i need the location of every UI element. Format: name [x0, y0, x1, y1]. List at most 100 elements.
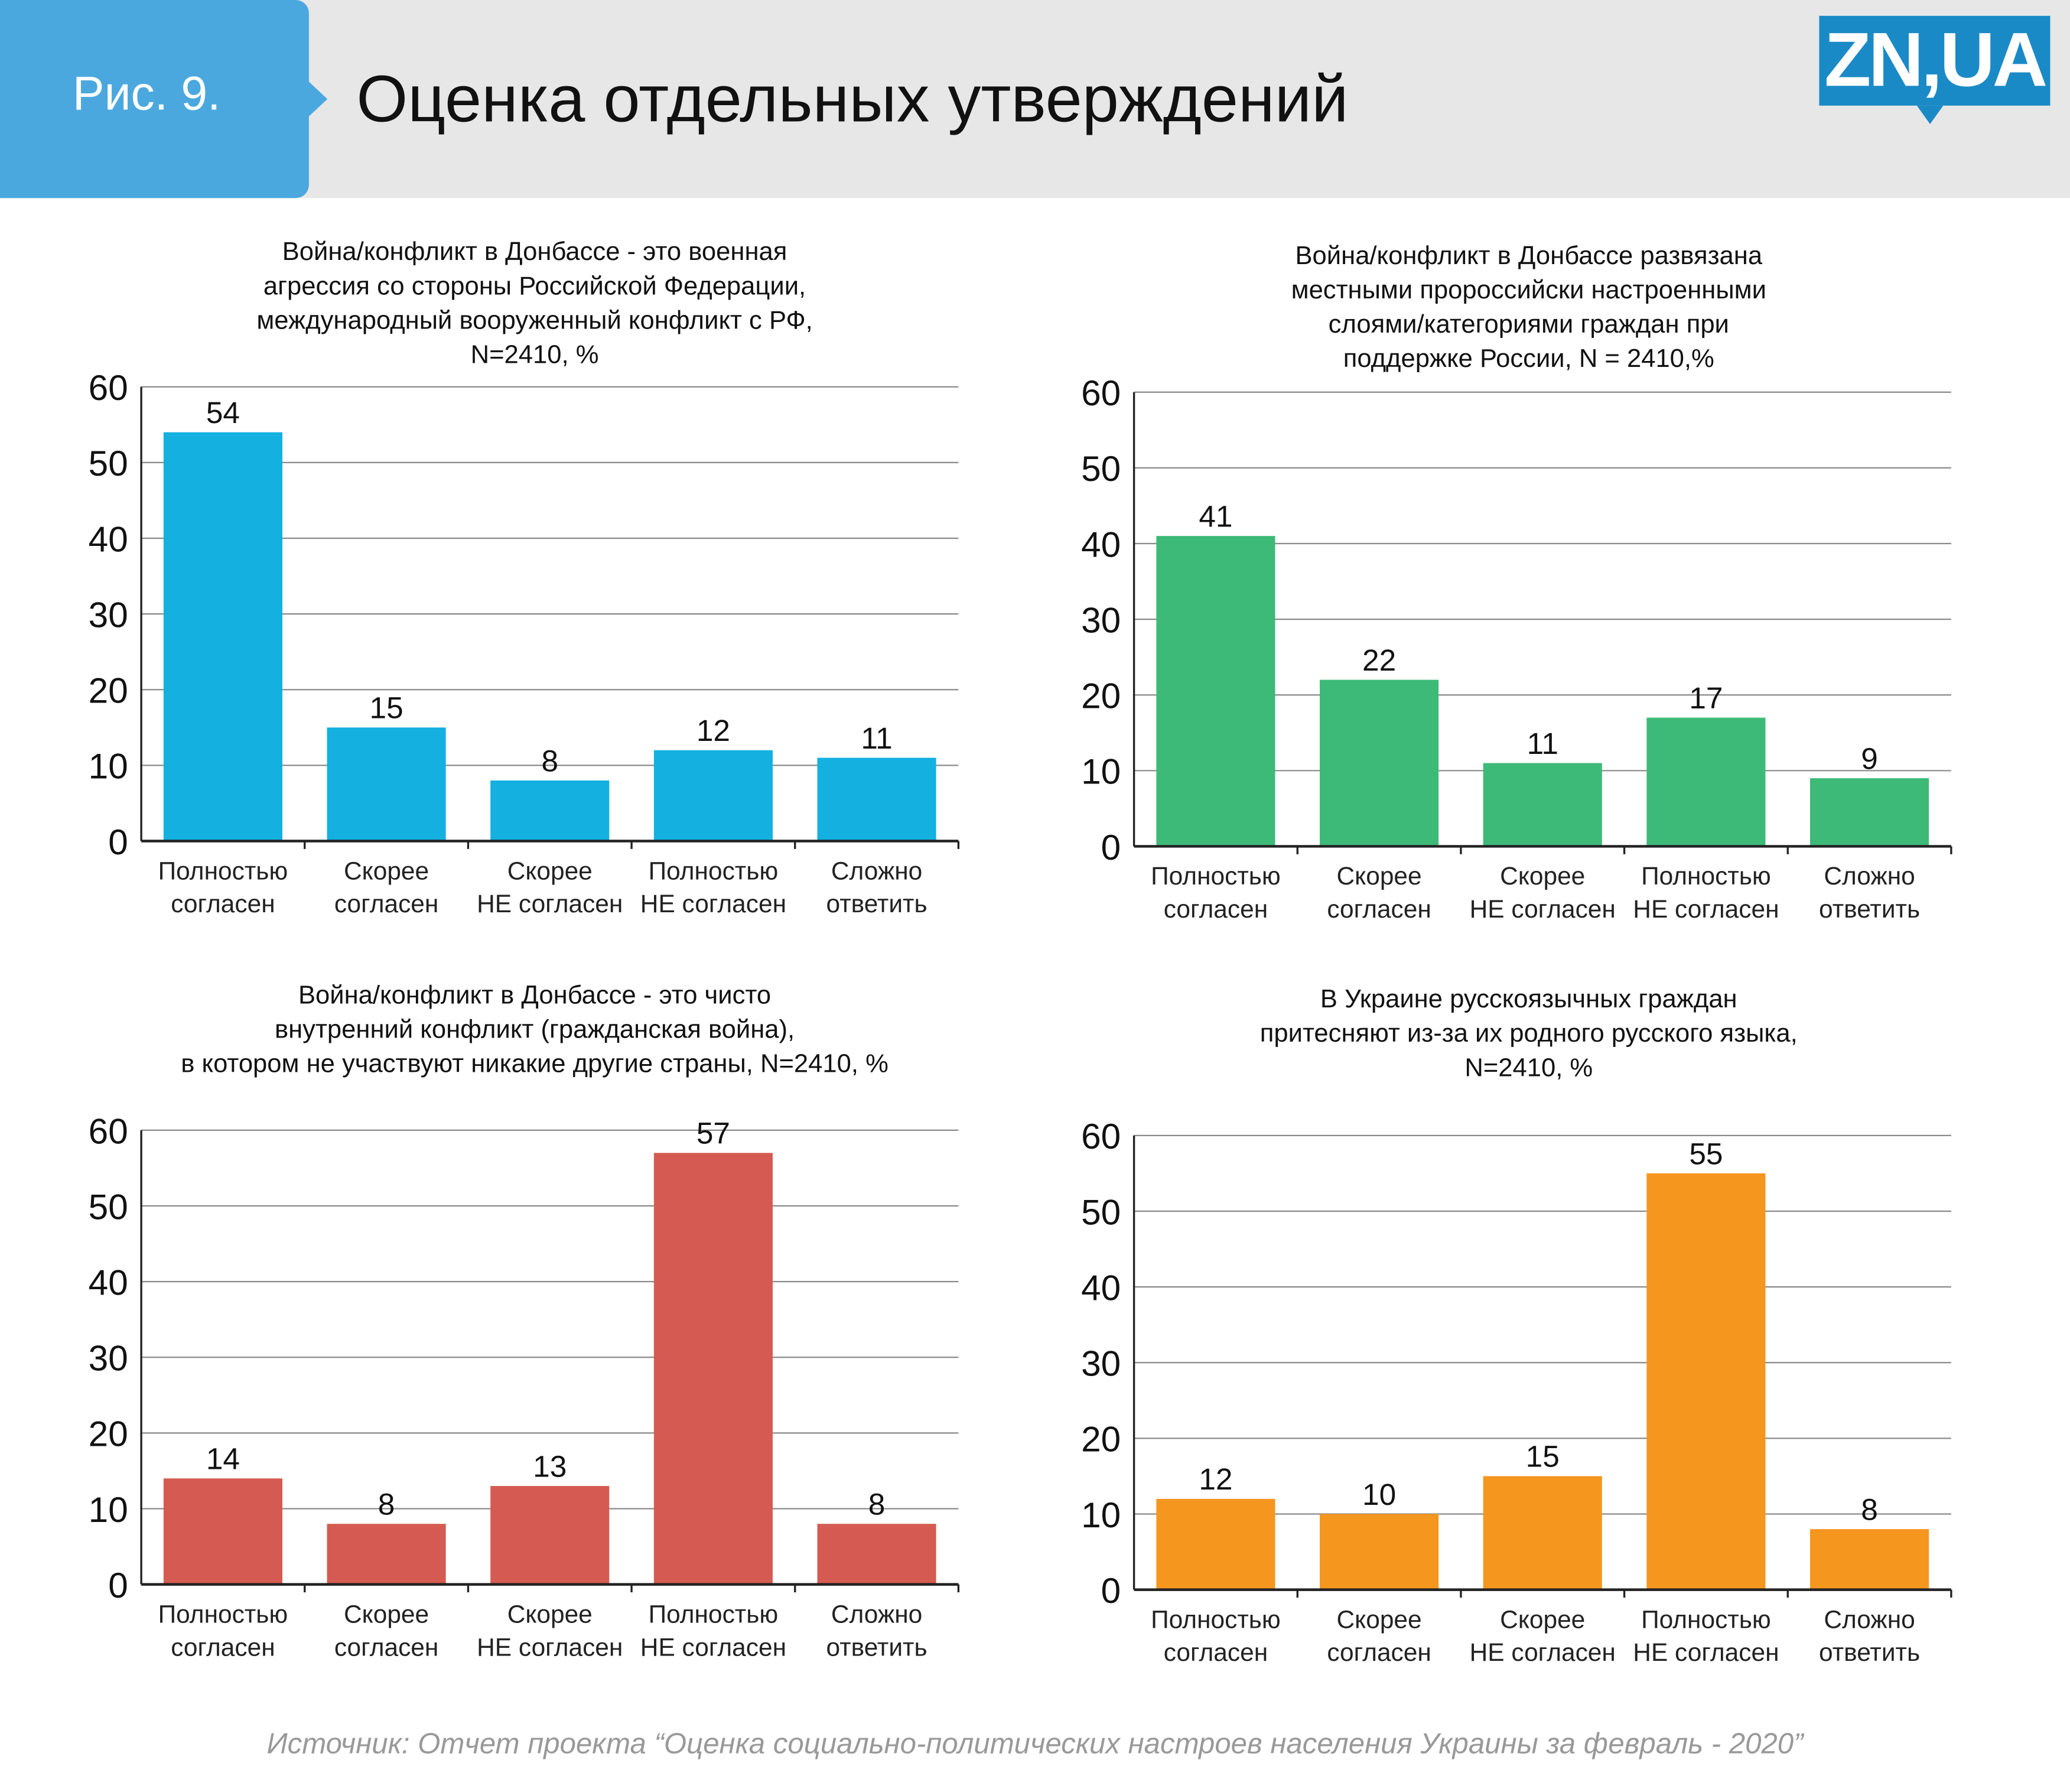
data-label: 41	[1199, 499, 1232, 533]
y-tick-label: 20	[1081, 1419, 1121, 1459]
x-tick-label: Скорее	[344, 1600, 429, 1628]
x-tick-label: Сложно	[831, 857, 922, 884]
x-tick-label: НЕ согласен	[640, 1633, 786, 1661]
data-label: 14	[206, 1442, 240, 1476]
y-tick-label: 10	[89, 1489, 128, 1530]
x-tick-label: ответить	[1819, 895, 1920, 923]
bar	[817, 1524, 936, 1585]
bar	[1320, 1514, 1439, 1590]
y-tick-label: 50	[89, 1186, 128, 1227]
chart-title-line: Война/конфликт в Донбассе - это чисто	[298, 981, 772, 1010]
y-tick-label: 10	[89, 746, 128, 786]
data-label: 13	[533, 1449, 567, 1483]
y-tick-label: 10	[1081, 1495, 1121, 1535]
x-tick-label: согласен	[334, 890, 438, 918]
chart-title-line: Война/конфликт в Донбассе развязана	[1295, 241, 1763, 271]
x-tick-label: Полностью	[158, 1600, 288, 1628]
x-tick-label: НЕ согласен	[1470, 1638, 1616, 1666]
chart-title-line: международный вооруженный конфликт с РФ,	[256, 306, 813, 336]
y-tick-label: 50	[1081, 1192, 1121, 1232]
chart-1-military-aggression: 0 10 20 30 40 50 60 54 Полностью согласен 15 Скорее…	[66, 367, 977, 931]
bar	[327, 727, 446, 841]
bar	[1156, 1498, 1275, 1590]
x-tick-label: Полностью	[1641, 1605, 1771, 1633]
y-tick-label: 30	[1081, 1344, 1121, 1384]
x-tick-label: НЕ согласен	[1633, 895, 1779, 923]
x-tick-label: Полностью	[1641, 862, 1771, 890]
y-tick-label: 10	[1081, 752, 1121, 792]
chart-4-language-oppression: 0 10 20 30 40 50 60 12 Полностью согласен 10 Скорее…	[1059, 1116, 1970, 1680]
y-tick-label: 60	[89, 370, 128, 408]
bar	[163, 432, 283, 841]
x-tick-label: ответить	[826, 890, 927, 918]
x-tick-label: Сложно	[831, 1600, 922, 1628]
bar	[1483, 763, 1602, 847]
y-tick-label: 0	[1101, 827, 1121, 867]
x-tick-label: Сложно	[1824, 862, 1915, 890]
x-tick-label: Скорее	[507, 1600, 593, 1628]
data-label: 8	[378, 1487, 395, 1521]
y-tick-label: 20	[1081, 676, 1121, 716]
y-tick-label: 40	[89, 519, 128, 559]
x-tick-label: ответить	[826, 1633, 927, 1661]
data-label: 8	[1861, 1492, 1878, 1526]
x-tick-label: Скорее	[1337, 862, 1422, 890]
x-tick-label: согласен	[171, 890, 275, 918]
chart-title-line: Война/конфликт в Донбассе - это военная	[282, 238, 787, 267]
y-tick-label: 0	[108, 1565, 128, 1605]
bar	[1646, 717, 1766, 847]
bar	[653, 750, 773, 841]
data-label: 17	[1689, 681, 1723, 715]
chart-title-line: притесняют из-за их родного русского язы…	[1259, 1019, 1798, 1049]
x-tick-label: согласен	[1327, 895, 1431, 923]
bar	[163, 1478, 283, 1585]
y-tick-label: 20	[89, 671, 128, 711]
y-tick-label: 0	[108, 822, 128, 862]
x-tick-label: Полностью	[1151, 862, 1281, 890]
x-tick-label: Скорее	[1500, 1605, 1585, 1633]
header-bar	[0, 0, 2070, 199]
figure-label: Рис. 9.	[72, 66, 221, 121]
x-tick-label: Сложно	[1824, 1605, 1915, 1633]
bar	[1809, 1529, 1929, 1590]
y-tick-label: 60	[1081, 1118, 1121, 1156]
chart-title-line: N=2410, %	[1464, 1053, 1593, 1083]
chart-svg: 0 10 20 30 40 50 60 12 Полностью согласен 10 Скорее…	[1081, 1116, 1952, 1666]
logo-speech-tail	[1916, 105, 1944, 125]
chart-title-line: В Украине русскоязычных граждан	[1320, 985, 1737, 1014]
bar	[490, 1486, 610, 1585]
bar	[817, 757, 936, 841]
data-label: 22	[1362, 643, 1396, 677]
bar	[327, 1524, 446, 1585]
data-label: 8	[868, 1487, 886, 1521]
y-tick-label: 30	[89, 1338, 128, 1378]
chart-svg: 0 10 20 30 40 50 60 41 Полностью согласен 22 Скорее…	[1081, 373, 1952, 923]
chart-title-line: местными пророссийски настроенными	[1291, 276, 1766, 305]
figure-label-arrow	[306, 79, 328, 119]
x-tick-label: согласен	[1327, 1638, 1431, 1666]
data-label: 54	[206, 395, 240, 430]
x-tick-label: Полностью	[1151, 1605, 1281, 1633]
chart-3-title: Война/конфликт в Донбассе - это чисто вну…	[106, 978, 964, 1081]
data-label: 10	[1362, 1477, 1396, 1511]
data-label: 15	[1526, 1439, 1560, 1474]
bar	[1483, 1476, 1602, 1590]
x-tick-label: НЕ согласен	[640, 890, 786, 918]
x-tick-label: Скорее	[507, 857, 593, 884]
x-tick-label: Полностью	[649, 857, 779, 884]
y-tick-label: 60	[89, 1113, 128, 1151]
chart-2-title: Война/конфликт в Донбассе развязана местн…	[1132, 239, 1925, 376]
chart-title-line: агрессия со стороны Российской Федерации…	[263, 272, 806, 301]
chart-title-line: в котором не участвуют никакие другие ст…	[181, 1049, 888, 1079]
page-title: Оценка отдельных утверждений	[356, 62, 1349, 136]
chart-3-internal-conflict: 0 10 20 30 40 50 60 14 Полностью согласен 8 Скорее с…	[66, 1111, 977, 1674]
data-label: 9	[1861, 741, 1878, 775]
x-tick-label: НЕ согласен	[477, 1633, 623, 1661]
bar	[1320, 679, 1439, 847]
data-label: 11	[861, 721, 892, 755]
data-label: 8	[541, 743, 558, 778]
data-label: 12	[1199, 1462, 1232, 1496]
y-tick-label: 50	[1081, 448, 1121, 489]
chart-svg: 0 10 20 30 40 50 60 54 Полностью согласен 15 Скорее…	[89, 367, 960, 918]
